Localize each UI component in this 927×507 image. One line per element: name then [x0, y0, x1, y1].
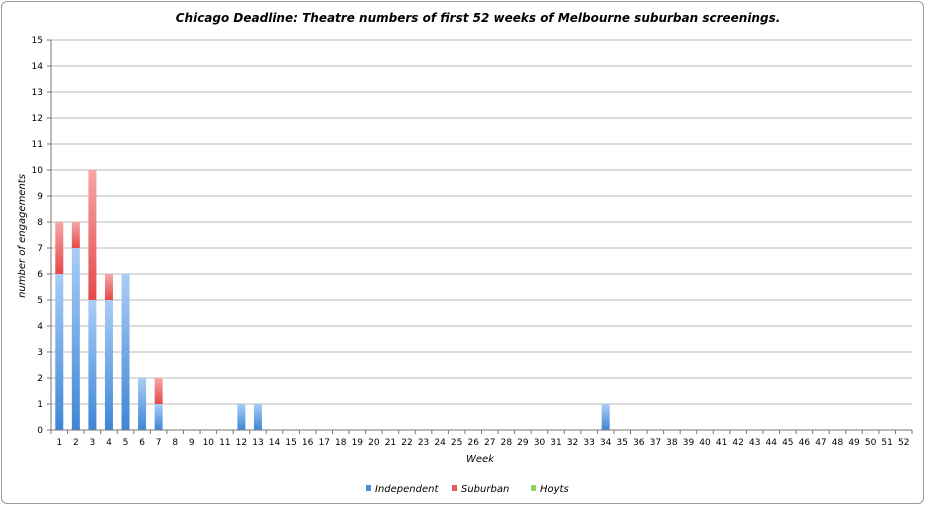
legend-swatch-suburban — [452, 485, 457, 491]
y-tick-label: 15 — [32, 36, 43, 46]
x-tick-label: 37 — [650, 438, 661, 448]
x-tick-label: 22 — [401, 438, 412, 448]
bar-suburban-week-4 — [104, 274, 113, 300]
x-tick-label: 43 — [749, 438, 760, 448]
x-tick-label: 48 — [832, 438, 844, 448]
x-tick-label: 33 — [583, 438, 594, 448]
x-tick-label: 18 — [335, 438, 347, 448]
x-tick-label: 12 — [236, 438, 247, 448]
x-tick-label: 38 — [666, 438, 678, 448]
x-tick-label: 8 — [172, 438, 178, 448]
x-tick-label: 49 — [848, 438, 860, 448]
x-tick-label: 28 — [501, 438, 513, 448]
legend-label-independent: Independent — [375, 484, 439, 495]
x-tick-label: 20 — [368, 438, 380, 448]
y-tick-label: 0 — [37, 426, 43, 436]
legend-label-hoyts: Hoyts — [540, 484, 569, 495]
legend: Independent Suburban Hoyts — [366, 484, 569, 495]
x-tick-label: 23 — [418, 438, 429, 448]
x-axis-label: Week — [466, 454, 495, 465]
y-tick-label: 9 — [37, 192, 43, 202]
x-tick-label: 15 — [285, 438, 296, 448]
y-tick-label: 1 — [37, 400, 43, 410]
bar-independent-week-7 — [154, 404, 163, 430]
x-tick-label: 36 — [633, 438, 645, 448]
x-tick-label: 14 — [269, 438, 281, 448]
x-tick-label: 4 — [106, 438, 112, 448]
x-tick-label: 16 — [302, 438, 314, 448]
x-tick-label: 10 — [203, 438, 215, 448]
x-tick-label: 3 — [90, 438, 96, 448]
y-tick-label: 10 — [32, 166, 44, 176]
y-tick-label: 4 — [37, 322, 43, 332]
x-tick-label: 25 — [451, 438, 462, 448]
y-tick-label: 6 — [37, 270, 43, 280]
x-tick-label: 32 — [567, 438, 578, 448]
chart-title: Chicago Deadline: Theatre numbers of fir… — [176, 11, 781, 25]
axes — [50, 40, 912, 431]
bar-independent-week-3 — [88, 300, 97, 430]
x-tick-label: 21 — [385, 438, 396, 448]
y-tick-label: 13 — [32, 88, 43, 98]
bar-suburban-week-3 — [88, 170, 97, 300]
x-tick-label: 17 — [318, 438, 329, 448]
gridlines — [51, 39, 912, 405]
x-tick-label: 7 — [156, 438, 162, 448]
x-tick-label: 52 — [898, 438, 909, 448]
y-tick-label: 11 — [32, 140, 43, 150]
y-tick-label: 3 — [37, 348, 43, 358]
x-tick-label: 1 — [56, 438, 62, 448]
bar-independent-week-6 — [138, 378, 147, 430]
bar-independent-week-2 — [71, 248, 80, 430]
x-tick-label: 40 — [699, 438, 711, 448]
x-tick-label: 11 — [219, 438, 230, 448]
x-tick-label: 19 — [352, 438, 364, 448]
x-tick-label: 13 — [252, 438, 263, 448]
x-tick-label: 41 — [716, 438, 727, 448]
x-tick-label: 29 — [517, 438, 529, 448]
x-tick-label: 5 — [123, 438, 129, 448]
x-tick-label: 45 — [782, 438, 793, 448]
x-tick-label: 6 — [139, 438, 145, 448]
legend-label-suburban: Suburban — [461, 484, 509, 495]
x-tick-label: 30 — [534, 438, 546, 448]
bar-suburban-week-1 — [55, 222, 64, 274]
y-axis-label: number of engagements — [17, 174, 28, 298]
bar-suburban-week-7 — [154, 378, 163, 404]
y-tick-label: 7 — [37, 244, 43, 254]
bar-independent-week-5 — [121, 274, 130, 430]
x-tick-label: 2 — [73, 438, 79, 448]
bar-independent-week-12 — [237, 404, 246, 430]
bar-independent-week-34 — [601, 404, 610, 430]
y-tick-label: 14 — [32, 62, 44, 72]
y-tick-label: 2 — [37, 374, 43, 384]
x-tick-label: 46 — [799, 438, 811, 448]
x-tick-label: 34 — [600, 438, 612, 448]
x-tick-label: 26 — [467, 438, 479, 448]
x-tick-label: 24 — [434, 438, 446, 448]
x-tick-label: 50 — [865, 438, 877, 448]
bars — [55, 170, 610, 430]
x-tick-label: 27 — [484, 438, 495, 448]
x-tick-label: 42 — [732, 438, 743, 448]
bar-independent-week-13 — [253, 404, 262, 430]
x-axis-ticks: 1 2 3 4 5 6 7 8 9 10 11 12 13 14 15 16 17 18 19 20 21 22 23 24 2… — [50, 430, 913, 448]
x-tick-label: 47 — [815, 438, 826, 448]
bar-independent-week-1 — [55, 274, 64, 430]
x-tick-label: 44 — [766, 438, 778, 448]
x-tick-label: 51 — [881, 438, 892, 448]
x-tick-label: 9 — [189, 438, 195, 448]
x-tick-label: 39 — [683, 438, 695, 448]
bar-suburban-week-2 — [71, 222, 80, 248]
y-tick-label: 8 — [37, 218, 43, 228]
y-tick-label: 12 — [32, 114, 43, 124]
bar-independent-week-4 — [104, 300, 113, 430]
x-tick-label: 35 — [617, 438, 628, 448]
y-tick-label: 5 — [37, 296, 43, 306]
legend-swatch-independent — [366, 485, 371, 491]
legend-swatch-hoyts — [531, 485, 536, 491]
x-tick-label: 31 — [550, 438, 561, 448]
